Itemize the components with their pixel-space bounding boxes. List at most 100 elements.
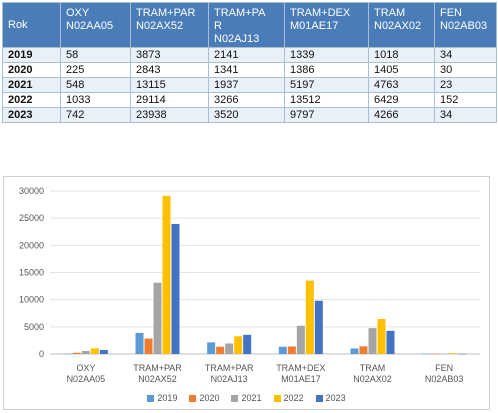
table-cell: 3266 xyxy=(208,92,285,108)
y-tick-label: 20000 xyxy=(19,240,44,250)
x-tick-label: N02AA05 xyxy=(67,374,106,384)
header-oxy: OXY N02AA05 xyxy=(60,2,131,48)
bar xyxy=(90,348,99,354)
header-line: TRAM+PAR xyxy=(136,7,196,19)
table-cell: 1018 xyxy=(368,47,435,63)
table-cell: 152 xyxy=(434,92,497,108)
header-line: TRAM+DEX xyxy=(290,7,351,19)
table-cell: 2843 xyxy=(130,62,209,78)
x-tick-label: OXY xyxy=(76,363,95,373)
header-line: N02AA05 xyxy=(66,20,114,32)
table-row: 2021 548 13115 1937 5197 4763 23 xyxy=(2,77,497,93)
legend-swatch xyxy=(147,394,155,402)
bar xyxy=(234,336,243,354)
table-cell: 30 xyxy=(434,62,497,78)
legend-label: 2021 xyxy=(241,393,262,403)
table-cell: 23 xyxy=(434,77,497,93)
bar xyxy=(359,346,368,354)
bar xyxy=(287,346,296,354)
legend-item: 2019 xyxy=(147,393,177,403)
x-tick-label: N02AJ13 xyxy=(211,374,248,384)
bar-chart: 0 5000 10000 15000 20000 25000 30000 OXY N02AA05… xyxy=(3,176,490,410)
bar xyxy=(422,353,431,355)
chart-plot: 0 5000 10000 15000 20000 25000 30000 OXYN02AA05… xyxy=(19,186,480,384)
header-line: M01AE17 xyxy=(290,20,339,32)
table-row: 2019 58 3873 2141 1339 1018 34 xyxy=(2,47,497,63)
bar xyxy=(162,195,171,354)
table-cell: 548 xyxy=(60,77,131,93)
table-cell: 58 xyxy=(60,47,131,63)
data-table: Rok OXY N02AA05 TRAM+PAR N02AX52 TRAM+PA… xyxy=(2,2,497,123)
bar xyxy=(207,342,216,354)
table-cell-year: 2021 xyxy=(2,77,61,93)
y-tick-label: 30000 xyxy=(19,186,44,196)
table-row: 2023 742 23938 3520 9797 4266 34 xyxy=(2,107,497,123)
x-tick-label: TRAM xyxy=(360,363,386,373)
x-tick-label: TRAM+PAR xyxy=(205,363,254,373)
header-tram-dex: TRAM+DEX M01AE17 xyxy=(284,2,369,48)
y-tick-label: 10000 xyxy=(19,295,44,305)
table-cell: 1937 xyxy=(208,77,285,93)
header-line: N02AJ13 xyxy=(214,33,260,45)
legend-item: 2020 xyxy=(189,393,219,403)
chart-legend: 2019 2020 2021 2022 2023 xyxy=(4,393,489,403)
header-fen: FEN N02AB03 xyxy=(434,2,497,48)
table-cell: 225 xyxy=(60,62,131,78)
x-tick-label: FEN xyxy=(435,363,453,373)
table-cell: 4266 xyxy=(368,107,435,123)
table-cell-year: 2023 xyxy=(2,107,61,123)
bar xyxy=(63,353,72,355)
table-cell: 1386 xyxy=(284,62,369,78)
bar xyxy=(153,282,162,354)
table-row: 2020 225 2843 1341 1386 1405 30 xyxy=(2,62,497,78)
table-cell: 1033 xyxy=(60,92,131,108)
table-cell: 4763 xyxy=(368,77,435,93)
header-tram-par-n02ax52: TRAM+PAR N02AX52 xyxy=(130,2,209,48)
legend-item: 2022 xyxy=(273,393,304,403)
x-tick-label: TRAM+PAR xyxy=(133,363,182,373)
table-cell: 23938 xyxy=(130,107,209,123)
table-cell: 742 xyxy=(60,107,131,123)
table-cell-year: 2022 xyxy=(2,92,61,108)
bar xyxy=(368,328,377,354)
table-cell: 2141 xyxy=(208,47,285,63)
header-line: FEN xyxy=(440,7,462,19)
bar xyxy=(350,348,359,354)
bar xyxy=(440,353,449,355)
legend-swatch xyxy=(273,394,281,402)
legend-swatch xyxy=(189,394,197,402)
bar xyxy=(449,353,458,354)
y-tick-label: 15000 xyxy=(19,268,44,278)
table-cell: 1405 xyxy=(368,62,435,78)
header-line: TRAM+PA xyxy=(214,7,266,19)
table-cell: 1339 xyxy=(284,47,369,63)
table-cell-year: 2019 xyxy=(2,47,61,63)
table-row: 2022 1033 29114 3266 13512 6429 152 xyxy=(2,92,497,108)
header-line: R xyxy=(214,20,222,32)
bar xyxy=(458,353,467,355)
header-rok-label: Rok xyxy=(8,18,28,31)
x-tick-label: N02AX02 xyxy=(353,374,392,384)
x-tick-label: N02AB03 xyxy=(425,374,464,384)
header-line: TRAM xyxy=(374,7,406,19)
header-tram-par-n02aj13: TRAM+PA R N02AJ13 xyxy=(208,2,285,48)
bar xyxy=(135,332,144,354)
table-cell: 13115 xyxy=(130,77,209,93)
bar xyxy=(72,352,81,354)
y-tick-label: 25000 xyxy=(19,213,44,223)
x-tick-label: M01AE17 xyxy=(281,374,321,384)
table-cell: 6429 xyxy=(368,92,435,108)
x-tick-label: N02AX52 xyxy=(138,374,177,384)
legend-label: 2022 xyxy=(283,393,304,403)
bar xyxy=(278,346,287,354)
bar xyxy=(305,280,314,354)
table-cell: 34 xyxy=(434,47,497,63)
legend-swatch xyxy=(231,394,239,402)
bar xyxy=(171,223,180,354)
bar xyxy=(225,343,234,354)
x-tick-label: TRAM+DEX xyxy=(276,363,325,373)
table-cell: 9797 xyxy=(284,107,369,123)
bar xyxy=(314,300,323,354)
legend-label: 2019 xyxy=(157,393,178,403)
header-line: OXY xyxy=(66,7,90,19)
